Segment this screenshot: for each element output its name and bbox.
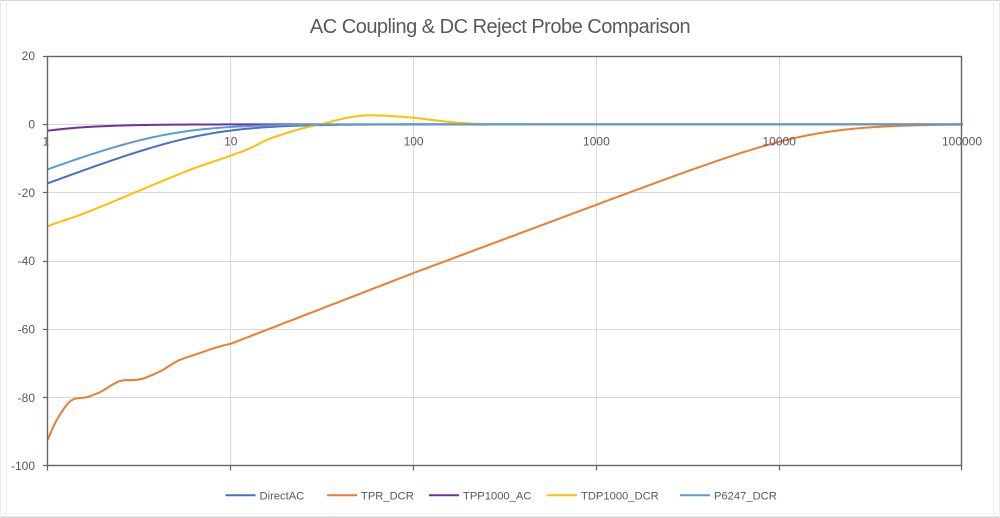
- svg-text:TPP1000_AC: TPP1000_AC: [463, 491, 531, 503]
- svg-text:0: 0: [28, 118, 35, 132]
- svg-text:-100: -100: [11, 459, 35, 473]
- svg-text:AC Coupling & DC Reject Probe: AC Coupling & DC Reject Probe Comparison: [310, 16, 690, 38]
- svg-text:100: 100: [404, 135, 424, 149]
- svg-text:TPR_DCR: TPR_DCR: [361, 491, 414, 503]
- svg-text:P6247_DCR: P6247_DCR: [714, 491, 777, 503]
- svg-text:TDP1000_DCR: TDP1000_DCR: [581, 491, 659, 503]
- svg-text:20: 20: [22, 49, 36, 63]
- svg-text:10: 10: [224, 135, 238, 149]
- svg-text:-60: -60: [18, 323, 36, 337]
- svg-text:DirectAC: DirectAC: [260, 491, 305, 503]
- svg-text:1: 1: [42, 135, 49, 149]
- svg-text:10000: 10000: [763, 135, 797, 149]
- svg-text:-20: -20: [18, 186, 36, 200]
- svg-text:-40: -40: [18, 254, 36, 268]
- svg-text:-80: -80: [18, 391, 36, 405]
- svg-text:1000: 1000: [583, 135, 610, 149]
